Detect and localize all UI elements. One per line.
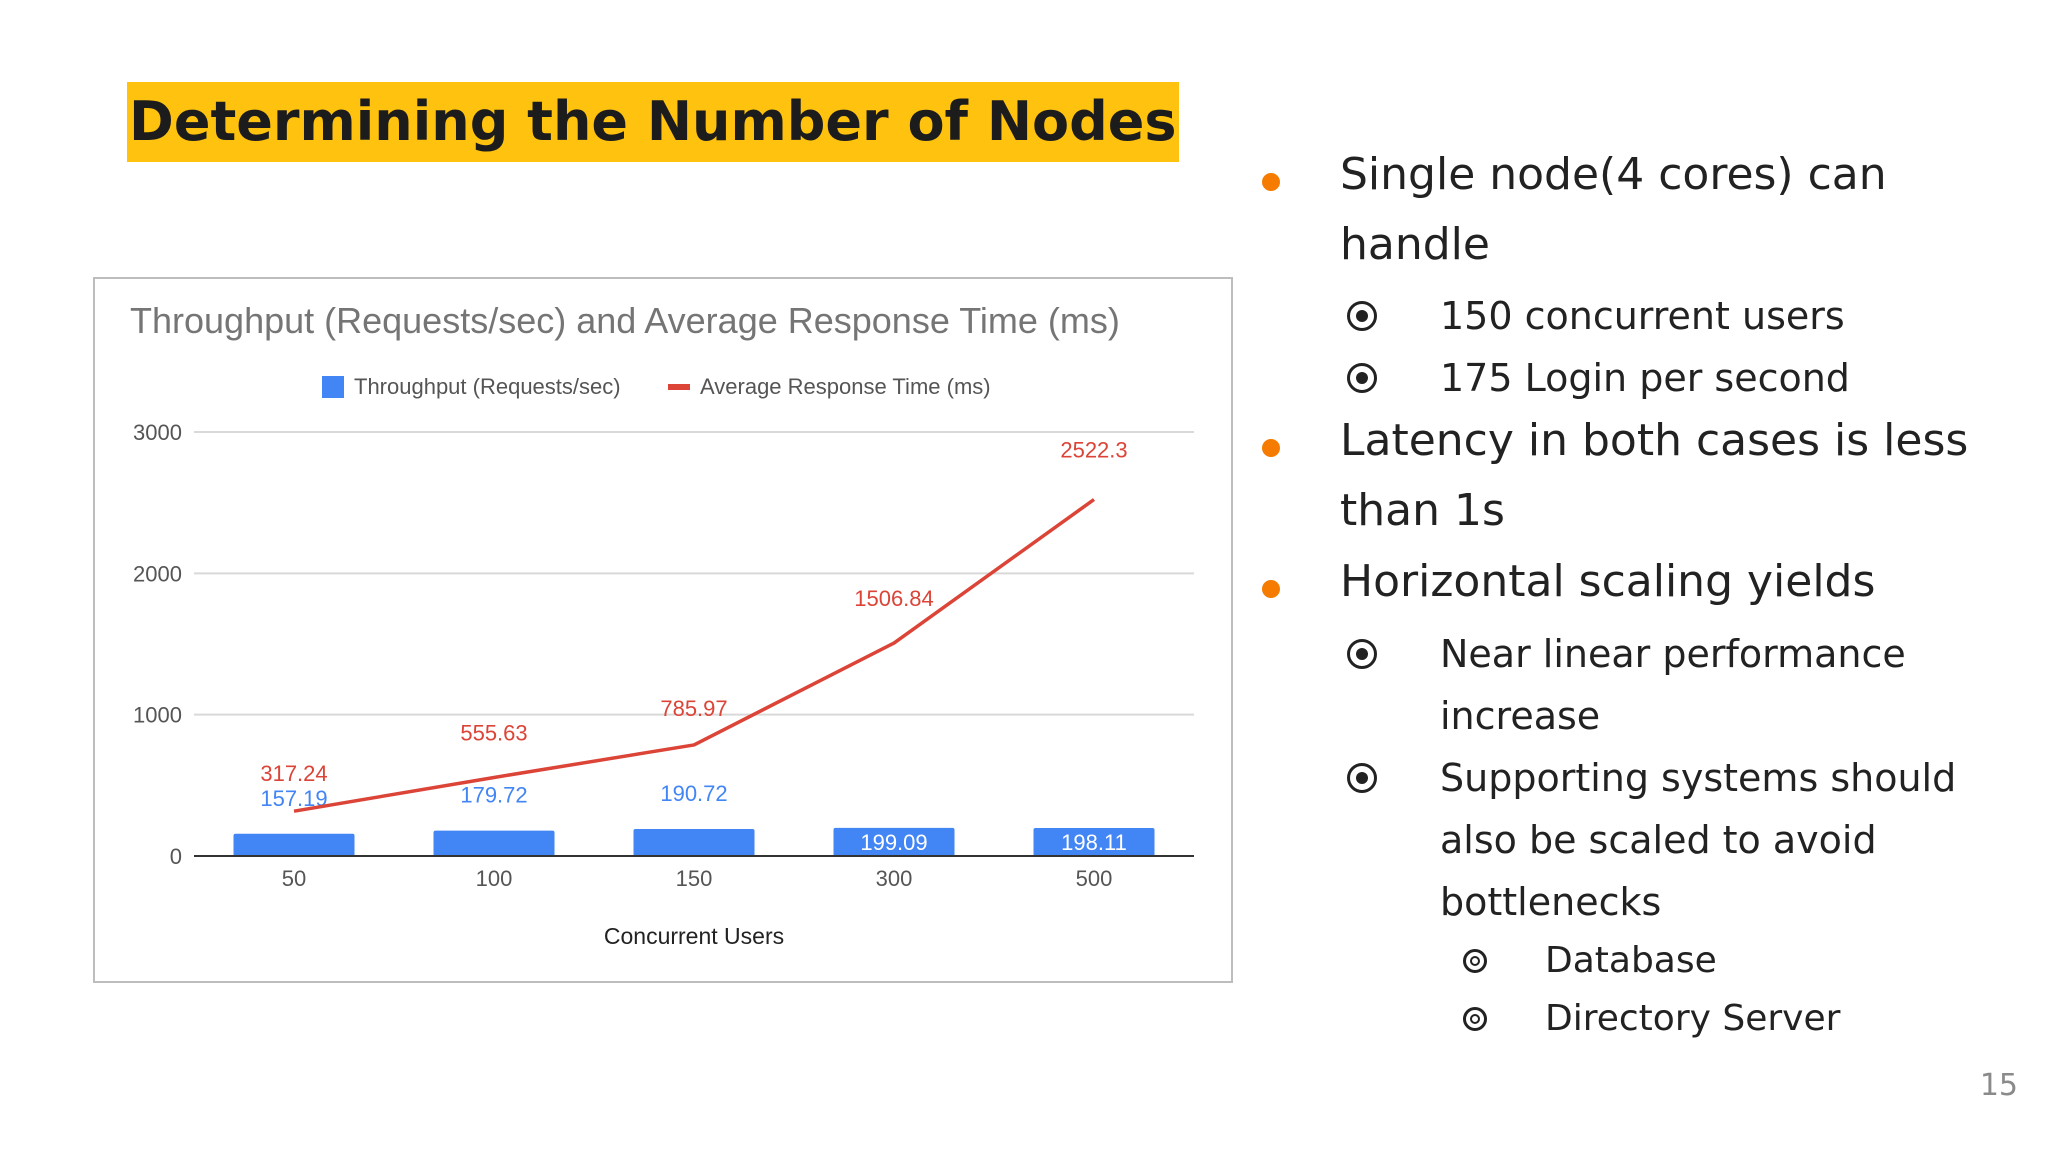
combo-chart: Throughput (Requests/sec) and Average Re…	[130, 300, 1194, 949]
bar-throughput	[1033, 828, 1155, 856]
page-number: 15	[1979, 1068, 2018, 1103]
bar-throughput	[433, 830, 555, 856]
sub-bullet-item: Near linear performance increase	[1440, 632, 1906, 738]
x-axis-title: Concurrent Users	[604, 923, 784, 949]
data-label-response-time: 2522.3	[1060, 438, 1127, 463]
y-tick-label: 1000	[133, 703, 182, 728]
data-label-response-time: 785.97	[660, 696, 727, 721]
sub-sub-bullet-item: Database	[1545, 940, 1717, 981]
data-label-throughput: 179.72	[460, 783, 527, 808]
bullet-dot-icon	[1262, 580, 1280, 598]
bullet-dot-icon	[1262, 173, 1280, 191]
x-tick-label: 150	[676, 866, 713, 891]
y-tick-label: 0	[170, 844, 182, 869]
x-tick-label: 500	[1076, 866, 1113, 891]
legend-swatch-throughput	[322, 376, 344, 398]
x-tick-label: 300	[876, 866, 913, 891]
data-label-throughput: 198.11	[1061, 830, 1127, 855]
x-tick-label: 50	[282, 866, 306, 891]
bullet-list: Single node(4 cores) can handle 150 conc…	[1240, 140, 2000, 1070]
bar-throughput	[233, 833, 355, 856]
bar-throughput	[833, 827, 955, 856]
target-bullet-icon	[1463, 1007, 1487, 1031]
bullet-item: Latency in both cases is less than 1s	[1340, 415, 1969, 536]
y-tick-label: 2000	[133, 561, 182, 586]
chart-title: Throughput (Requests/sec) and Average Re…	[130, 300, 1120, 341]
data-label-response-time: 555.63	[460, 720, 527, 745]
legend-label-throughput: Throughput (Requests/sec)	[354, 374, 621, 399]
bar-throughput	[633, 829, 755, 856]
data-label-response-time: 1506.84	[854, 586, 934, 611]
radio-bullet-icon	[1347, 363, 1377, 393]
radio-bullet-icon	[1347, 301, 1377, 331]
radio-bullet-icon	[1347, 639, 1377, 669]
bullet-item: Single node(4 cores) can handle	[1340, 149, 1887, 270]
sub-bullet-item: 150 concurrent users	[1440, 294, 1845, 338]
legend-label-response-time: Average Response Time (ms)	[700, 374, 991, 399]
line-response-time	[293, 498, 1096, 813]
sub-sub-bullet-item: Directory Server	[1545, 998, 1841, 1039]
bullet-item: Horizontal scaling yields	[1340, 556, 1876, 607]
data-label-throughput: 199.09	[860, 830, 927, 855]
chart-frame: Throughput (Requests/sec) and Average Re…	[93, 277, 1233, 983]
data-label-response-time: 317.24	[260, 761, 327, 786]
legend-swatch-response-time	[668, 384, 690, 390]
bullet-dot-icon	[1262, 439, 1280, 457]
radio-bullet-icon	[1347, 763, 1377, 793]
sub-bullet-item: Supporting systems should also be scaled…	[1440, 756, 1957, 924]
sub-bullet-item: 175 Login per second	[1440, 356, 1850, 400]
x-tick-label: 100	[476, 866, 513, 891]
slide-title: Determining the Number of Nodes	[127, 82, 1179, 162]
data-label-throughput: 190.72	[660, 781, 727, 806]
target-bullet-icon	[1463, 949, 1487, 973]
y-tick-label: 3000	[133, 420, 182, 445]
